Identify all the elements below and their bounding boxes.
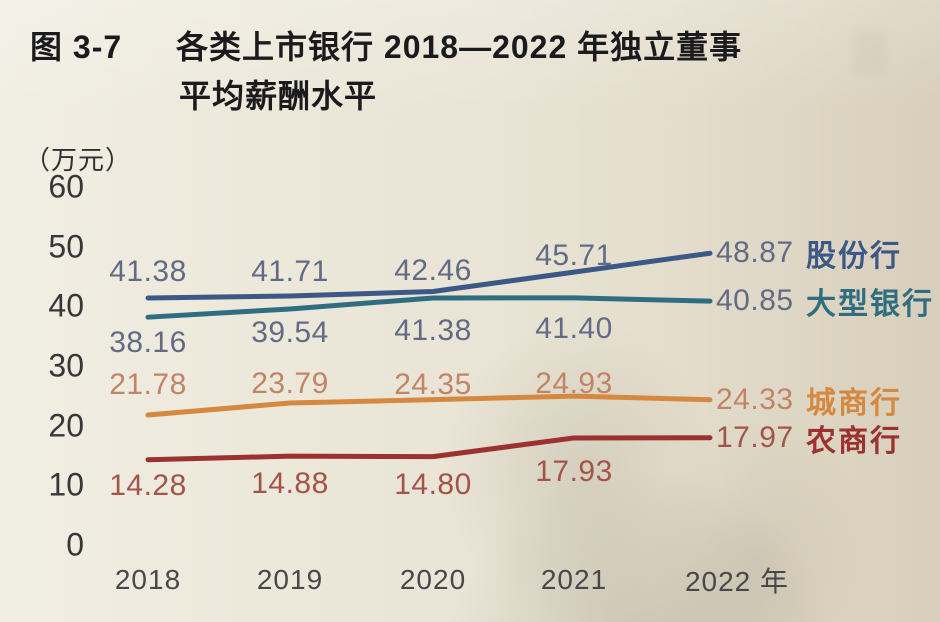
x-tick-label: 2019 — [256, 564, 324, 595]
series-line-city-commercial-banks — [145, 393, 713, 418]
y-axis-unit-label: （万元） — [24, 145, 133, 175]
series-name-label-joint-stock-banks: 股份行 — [806, 240, 902, 274]
figure-title-line2: 平均薪酬水平 — [179, 78, 378, 114]
x-tick-label: 2020 — [399, 564, 467, 595]
data-label-rural-commercial-banks: 14.88 — [251, 467, 329, 501]
y-tick-label: 0 — [66, 526, 84, 563]
data-label-large-banks: 41.38 — [394, 313, 472, 347]
data-label-large-banks: 39.54 — [251, 315, 329, 349]
series-name-label-large-banks: 大型银行 — [806, 288, 934, 322]
data-label-city-commercial-banks: 24.93 — [535, 367, 613, 401]
data-label-large-banks: 41.40 — [535, 311, 613, 345]
y-tick-label: 60 — [48, 168, 84, 205]
page-bleedthrough-smudge — [852, 30, 886, 74]
series-end-value-city-commercial-banks: 24.33 — [716, 382, 794, 416]
series-end-value-large-banks: 40.85 — [716, 284, 794, 318]
figure-number-label: 图 3-7 — [30, 29, 123, 65]
y-tick-label: 30 — [48, 347, 84, 384]
data-label-rural-commercial-banks: 17.93 — [535, 454, 613, 488]
data-label-joint-stock-banks: 42.46 — [394, 253, 472, 287]
series-end-value-joint-stock-banks: 48.87 — [716, 236, 794, 270]
figure-title-line1: 各类上市银行 2018—2022 年独立董事 — [176, 29, 743, 65]
y-tick-label: 10 — [48, 466, 84, 503]
series-end-value-rural-commercial-banks: 17.97 — [716, 420, 794, 454]
data-label-city-commercial-banks: 21.78 — [109, 367, 187, 401]
data-label-joint-stock-banks: 45.71 — [535, 239, 613, 273]
data-label-rural-commercial-banks: 14.80 — [394, 467, 472, 501]
x-tick-label: 2022 年 — [684, 566, 790, 597]
data-label-joint-stock-banks: 41.38 — [109, 254, 187, 288]
series-line-joint-stock-banks — [145, 250, 713, 301]
y-tick-label: 40 — [48, 287, 84, 324]
series-line-rural-commercial-banks — [145, 435, 713, 463]
x-tick-label: 2018 — [114, 564, 182, 595]
y-tick-label: 20 — [48, 407, 84, 444]
series-line-large-banks — [145, 295, 713, 320]
data-label-city-commercial-banks: 24.35 — [394, 367, 472, 401]
series-name-label-city-commercial-banks: 城商行 — [806, 386, 902, 420]
data-label-joint-stock-banks: 41.71 — [251, 254, 329, 288]
y-tick-label: 50 — [48, 228, 84, 264]
data-label-city-commercial-banks: 23.79 — [251, 366, 329, 400]
data-label-rural-commercial-banks: 14.28 — [109, 468, 187, 502]
x-tick-label: 2021 — [540, 564, 608, 595]
series-name-label-rural-commercial-banks: 农商行 — [806, 424, 902, 458]
data-label-large-banks: 38.16 — [109, 326, 187, 360]
